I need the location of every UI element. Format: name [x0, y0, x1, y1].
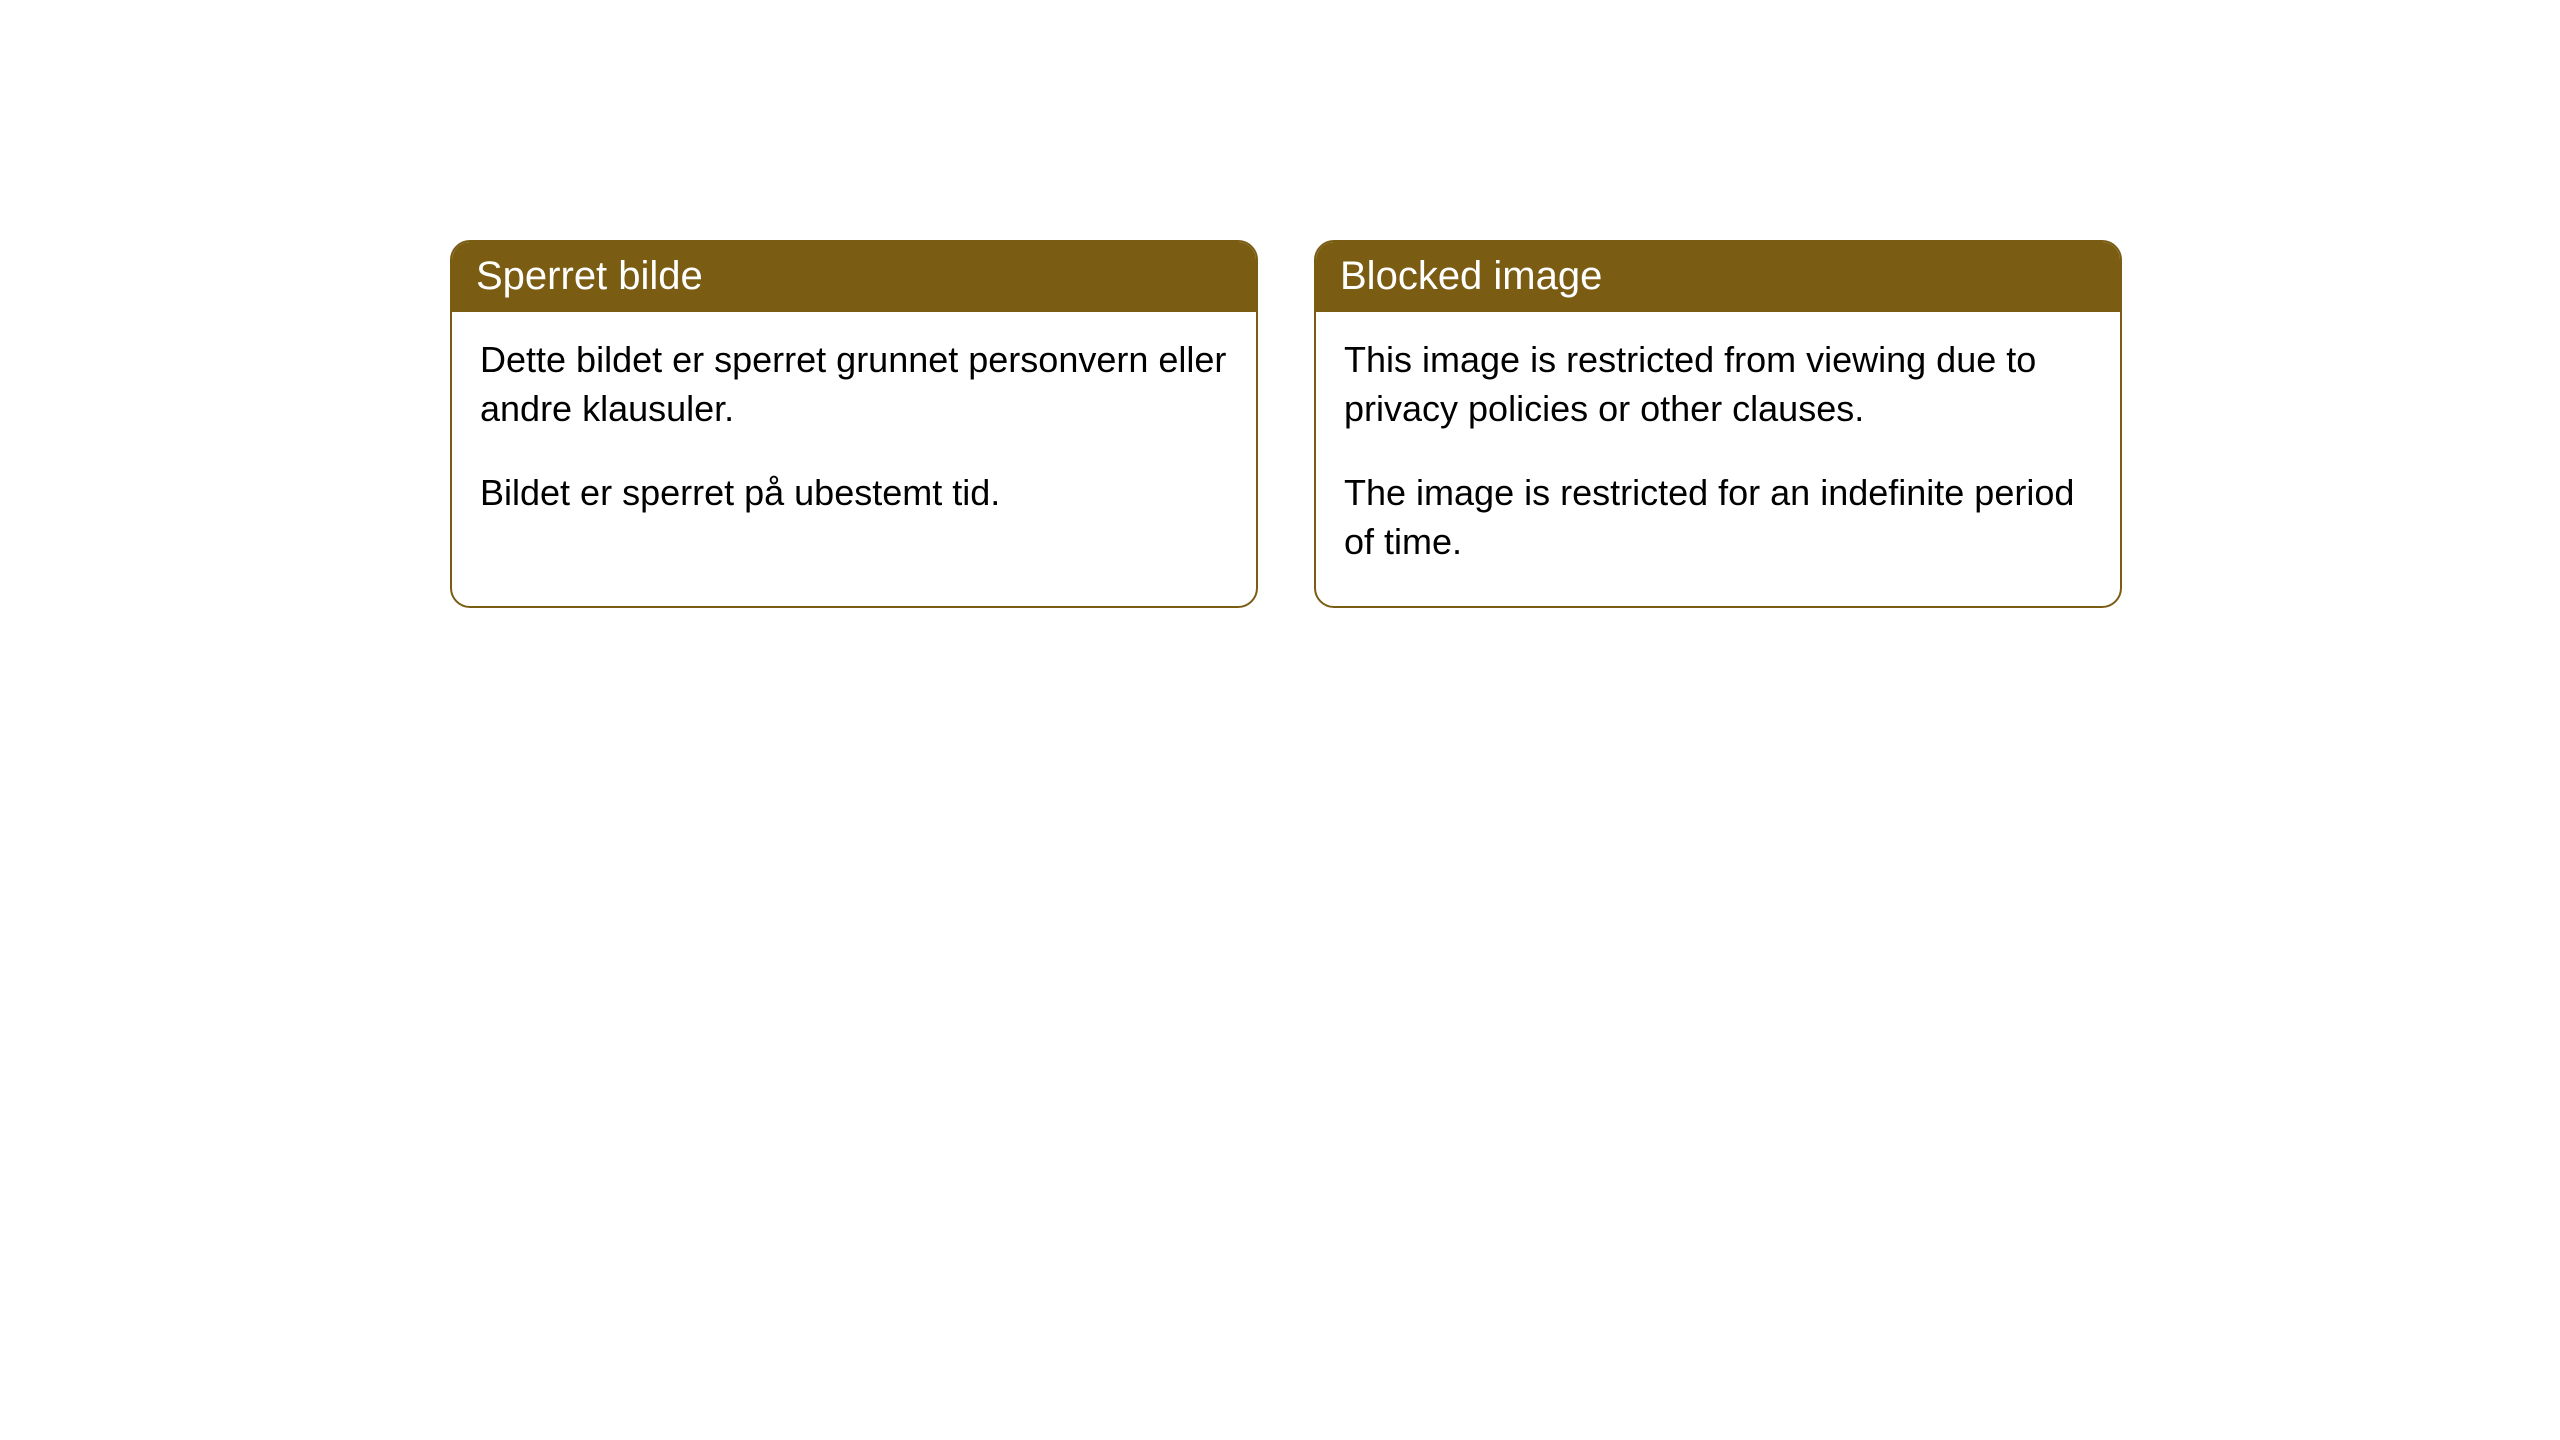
notice-paragraph: Dette bildet er sperret grunnet personve…	[480, 336, 1228, 433]
notice-paragraph: Bildet er sperret på ubestemt tid.	[480, 469, 1228, 518]
notice-card-body: Dette bildet er sperret grunnet personve…	[452, 312, 1256, 558]
notice-card-norwegian: Sperret bilde Dette bildet er sperret gr…	[450, 240, 1258, 608]
notice-container: Sperret bilde Dette bildet er sperret gr…	[450, 240, 2122, 608]
notice-card-body: This image is restricted from viewing du…	[1316, 312, 2120, 606]
notice-card-title: Sperret bilde	[452, 242, 1256, 312]
notice-paragraph: This image is restricted from viewing du…	[1344, 336, 2092, 433]
notice-card-title: Blocked image	[1316, 242, 2120, 312]
notice-card-english: Blocked image This image is restricted f…	[1314, 240, 2122, 608]
notice-paragraph: The image is restricted for an indefinit…	[1344, 469, 2092, 566]
